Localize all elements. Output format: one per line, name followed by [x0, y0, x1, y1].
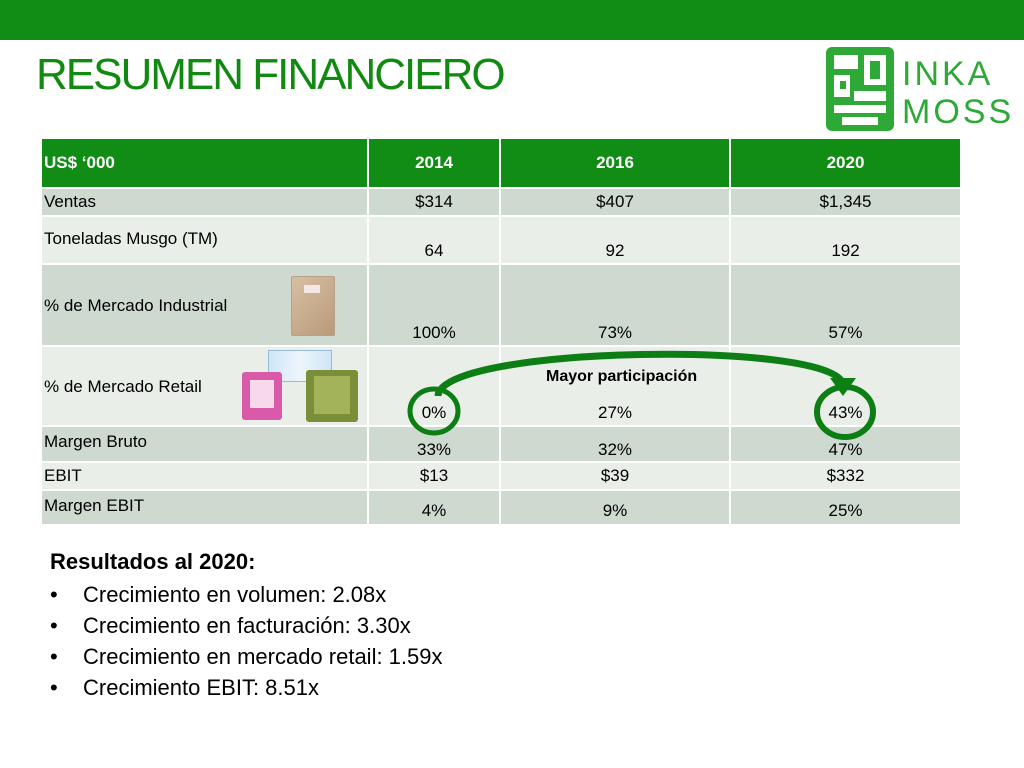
table-row: % de Mercado Retail 0% 27% 43% — [42, 347, 960, 425]
table-cell: 43% — [731, 347, 960, 425]
table-cell: $1,345 — [731, 189, 960, 215]
mayor-participacion-label: Mayor participación — [546, 368, 698, 385]
moss-retail-packages-photo — [238, 350, 360, 422]
table-row: Ventas $314 $407 $1,345 — [42, 189, 960, 215]
table-cell: 100% — [369, 265, 499, 345]
row-label: Toneladas Musgo (TM) — [42, 217, 367, 263]
table-cell: 192 — [731, 217, 960, 263]
logo-text-inka: INKA — [902, 55, 994, 93]
table-cell: $39 — [501, 463, 729, 489]
table-cell: 32% — [501, 427, 729, 461]
header-cell: 2014 — [369, 139, 499, 187]
header-cell: US$ ‘000 — [42, 139, 367, 187]
table-cell: $314 — [369, 189, 499, 215]
table-cell: 27% — [501, 347, 729, 425]
table-cell: 4% — [369, 491, 499, 524]
table-cell: 0% — [369, 347, 499, 425]
list-item-text: Crecimiento EBIT: 8.51x — [83, 675, 319, 700]
table-row: EBIT $13 $39 $332 — [42, 463, 960, 489]
table-row: Margen Bruto 33% 32% 47% — [42, 427, 960, 461]
table-cell: 57% — [731, 265, 960, 345]
table-cell: $407 — [501, 189, 729, 215]
bale-label-icon — [304, 285, 320, 293]
table-cell: 25% — [731, 491, 960, 524]
bullet-icon: • — [50, 675, 58, 700]
list-item: • Crecimiento en volumen: 2.08x — [50, 579, 443, 610]
row-label: Margen EBIT — [42, 491, 367, 524]
header-cell: 2020 — [731, 139, 960, 187]
list-item: • Crecimiento EBIT: 8.51x — [50, 672, 443, 703]
row-label: Ventas — [42, 189, 367, 215]
pink-package-icon — [242, 372, 282, 420]
table-row: Toneladas Musgo (TM) 64 92 192 — [42, 217, 960, 263]
list-item: • Crecimiento en facturación: 3.30x — [50, 610, 443, 641]
row-label: EBIT — [42, 463, 367, 489]
table-row: % de Mercado Industrial 100% 73% 57% — [42, 265, 960, 345]
table-cell: 92 — [501, 217, 729, 263]
slide-title: RESUMEN FINANCIERO — [36, 50, 506, 99]
inka-face-icon — [826, 47, 894, 131]
inka-moss-logo: INKA MOSS — [824, 45, 1014, 133]
bullet-icon: • — [50, 582, 58, 607]
table-cell: $332 — [731, 463, 960, 489]
list-item-text: Crecimiento en volumen: 2.08x — [83, 582, 387, 607]
table-cell: 64 — [369, 217, 499, 263]
logo-text-moss: MOSS — [902, 93, 1015, 131]
list-item-text: Crecimiento en mercado retail: 1.59x — [83, 644, 443, 669]
table-cell: 33% — [369, 427, 499, 461]
green-package-icon — [306, 370, 358, 422]
table-cell: 73% — [501, 265, 729, 345]
results-section: Resultados al 2020: • Crecimiento en volu… — [50, 549, 443, 703]
top-brand-bar — [0, 0, 1024, 40]
row-label: Margen Bruto — [42, 427, 367, 461]
header-cell: 2016 — [501, 139, 729, 187]
bullet-icon: • — [50, 613, 58, 638]
list-item-text: Crecimiento en facturación: 3.30x — [83, 613, 411, 638]
list-item: • Crecimiento en mercado retail: 1.59x — [50, 641, 443, 672]
table-row: Margen EBIT 4% 9% 25% — [42, 491, 960, 524]
table-cell: $13 — [369, 463, 499, 489]
results-title: Resultados al 2020: — [50, 549, 256, 574]
retail-box-icon — [268, 350, 332, 382]
table-header-row: US$ ‘000 2014 2016 2020 — [42, 139, 960, 187]
financial-table: US$ ‘000 2014 2016 2020 Ventas $314 $407… — [42, 139, 960, 524]
table-cell: 47% — [731, 427, 960, 461]
bullet-icon: • — [50, 644, 58, 669]
moss-bale-photo — [291, 276, 335, 336]
table-cell: 9% — [501, 491, 729, 524]
